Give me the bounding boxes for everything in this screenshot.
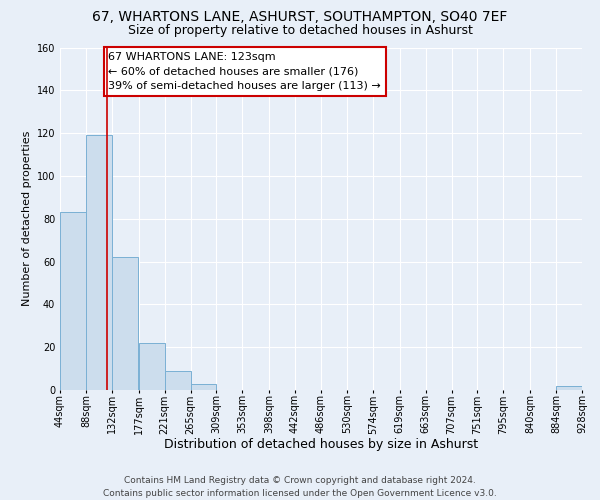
Bar bbox=[139, 343, 164, 390]
Bar bbox=[556, 386, 582, 390]
Text: 67, WHARTONS LANE, ASHURST, SOUTHAMPTON, SO40 7EF: 67, WHARTONS LANE, ASHURST, SOUTHAMPTON,… bbox=[92, 10, 508, 24]
Bar bbox=[86, 136, 112, 390]
Bar bbox=[164, 370, 191, 390]
Text: 67 WHARTONS LANE: 123sqm
← 60% of detached houses are smaller (176)
39% of semi-: 67 WHARTONS LANE: 123sqm ← 60% of detach… bbox=[109, 52, 381, 92]
Text: Contains HM Land Registry data © Crown copyright and database right 2024.
Contai: Contains HM Land Registry data © Crown c… bbox=[103, 476, 497, 498]
Bar bbox=[60, 212, 86, 390]
Bar bbox=[191, 384, 217, 390]
X-axis label: Distribution of detached houses by size in Ashurst: Distribution of detached houses by size … bbox=[164, 438, 478, 450]
Y-axis label: Number of detached properties: Number of detached properties bbox=[22, 131, 32, 306]
Bar bbox=[112, 258, 138, 390]
Text: Size of property relative to detached houses in Ashurst: Size of property relative to detached ho… bbox=[128, 24, 472, 37]
